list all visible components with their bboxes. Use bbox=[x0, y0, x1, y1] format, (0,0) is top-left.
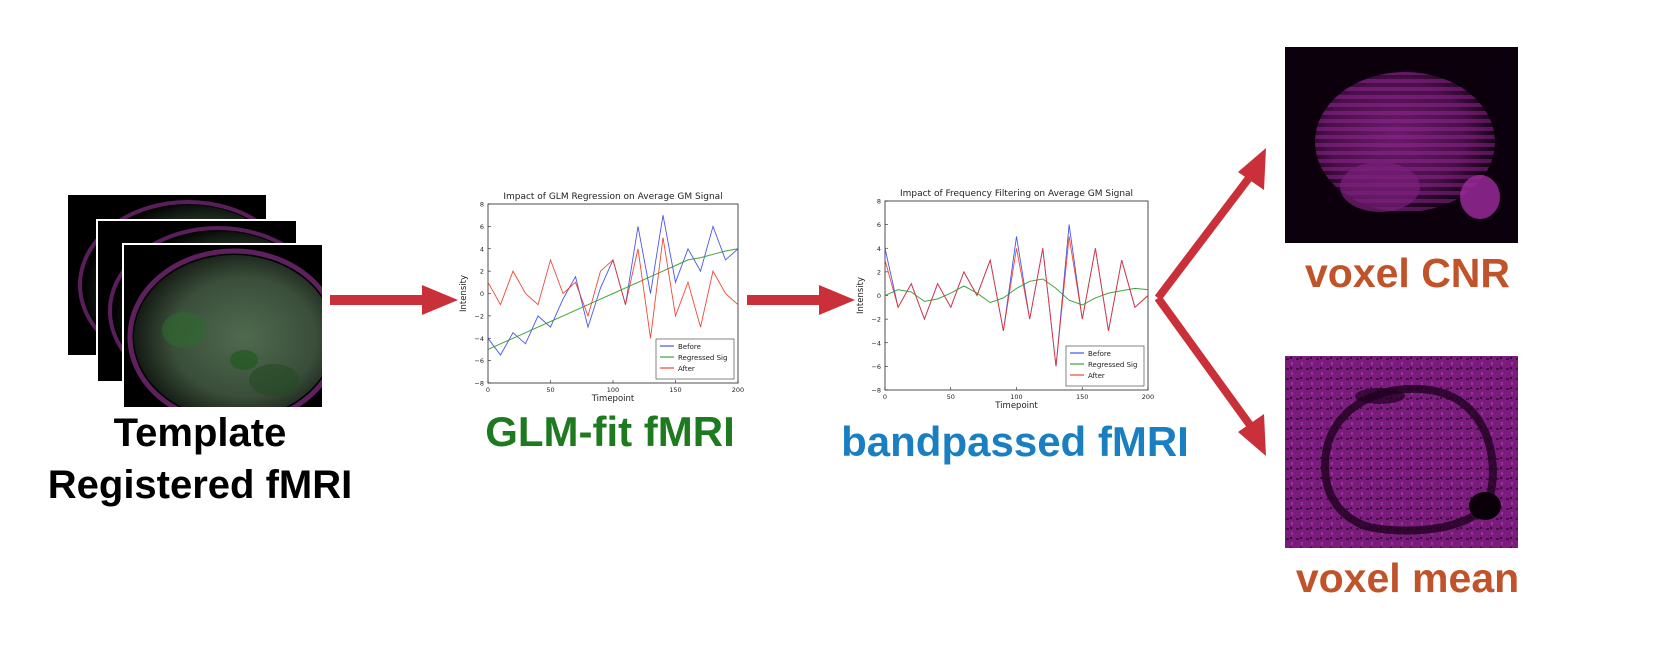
x-tick-label: 100 bbox=[1010, 393, 1022, 401]
series-line-3 bbox=[487, 237, 739, 339]
stage1-label-line2: Registered fMRI bbox=[47, 463, 353, 507]
y-tick-label: 4 bbox=[877, 245, 881, 253]
y-tick-label: 4 bbox=[480, 245, 484, 253]
arrow-1 bbox=[330, 285, 458, 315]
y-tick-label: −6 bbox=[474, 357, 484, 365]
x-tick-label: 150 bbox=[1076, 393, 1088, 401]
y-tick-label: −2 bbox=[474, 312, 484, 320]
x-tick-label: 100 bbox=[607, 386, 619, 394]
y-tick-label: 2 bbox=[480, 268, 484, 276]
stage3-label: bandpassed fMRI bbox=[841, 418, 1189, 465]
y-tick-label: 0 bbox=[877, 292, 881, 300]
glm-chart: Impact of GLM Regression on Average GM S… bbox=[459, 192, 744, 403]
legend-entry: After bbox=[1088, 372, 1105, 380]
arrow-up-head bbox=[1238, 148, 1266, 190]
y-tick-label: 0 bbox=[480, 290, 484, 298]
series-line-3 bbox=[884, 236, 1149, 367]
x-tick-label: 50 bbox=[546, 386, 554, 394]
y-tick-label: −6 bbox=[871, 363, 881, 371]
x-tick-label: 150 bbox=[669, 386, 681, 394]
y-tick-label: −8 bbox=[871, 387, 881, 395]
brain-stack bbox=[68, 195, 322, 407]
y-axis-label: Intensity bbox=[856, 277, 866, 314]
fork-arrows bbox=[1154, 148, 1266, 456]
y-tick-label: 2 bbox=[877, 268, 881, 276]
legend-entry: After bbox=[678, 365, 695, 373]
x-tick-label: 0 bbox=[486, 386, 490, 394]
legend-entry: Regressed Sig bbox=[1088, 361, 1137, 369]
x-axis-label: Timepoint bbox=[591, 394, 635, 403]
brain-slice-front bbox=[122, 243, 322, 407]
x-tick-label: 200 bbox=[1142, 393, 1154, 401]
arrow-down-head bbox=[1238, 414, 1266, 456]
stage2-label: GLM-fit fMRI bbox=[485, 408, 735, 455]
stage1-label-line1: Template bbox=[113, 411, 287, 455]
y-axis-label: Intensity bbox=[459, 275, 469, 312]
legend-entry: Before bbox=[678, 343, 701, 351]
y-tick-label: −4 bbox=[871, 339, 881, 347]
y-tick-label: −8 bbox=[474, 380, 484, 388]
arrow-2 bbox=[747, 285, 855, 315]
y-tick-label: 6 bbox=[877, 221, 881, 229]
series-line-2 bbox=[487, 248, 739, 350]
chart-title: Impact of GLM Regression on Average GM S… bbox=[503, 192, 722, 202]
cnr-image bbox=[1285, 47, 1518, 243]
x-tick-label: 0 bbox=[883, 393, 887, 401]
stage1-label: Template Registered fMRI bbox=[40, 407, 360, 511]
y-tick-label: 8 bbox=[480, 201, 484, 209]
legend-entry: Before bbox=[1088, 350, 1111, 358]
chart-title: Impact of Frequency Filtering on Average… bbox=[900, 189, 1133, 199]
mean-image bbox=[1285, 356, 1518, 548]
x-tick-label: 50 bbox=[947, 393, 955, 401]
y-tick-label: −4 bbox=[474, 335, 484, 343]
y-tick-label: −2 bbox=[871, 316, 881, 324]
y-tick-label: 8 bbox=[877, 198, 881, 206]
bandpass-chart: Impact of Frequency Filtering on Average… bbox=[856, 189, 1154, 410]
y-tick-label: 6 bbox=[480, 223, 484, 231]
series-line-2 bbox=[884, 278, 1149, 306]
x-axis-label: Timepoint bbox=[994, 401, 1038, 410]
legend-entry: Regressed Sig bbox=[678, 354, 727, 362]
x-tick-label: 200 bbox=[732, 386, 744, 394]
mean-label: voxel mean bbox=[1295, 555, 1520, 601]
cnr-label: voxel CNR bbox=[1304, 250, 1511, 296]
